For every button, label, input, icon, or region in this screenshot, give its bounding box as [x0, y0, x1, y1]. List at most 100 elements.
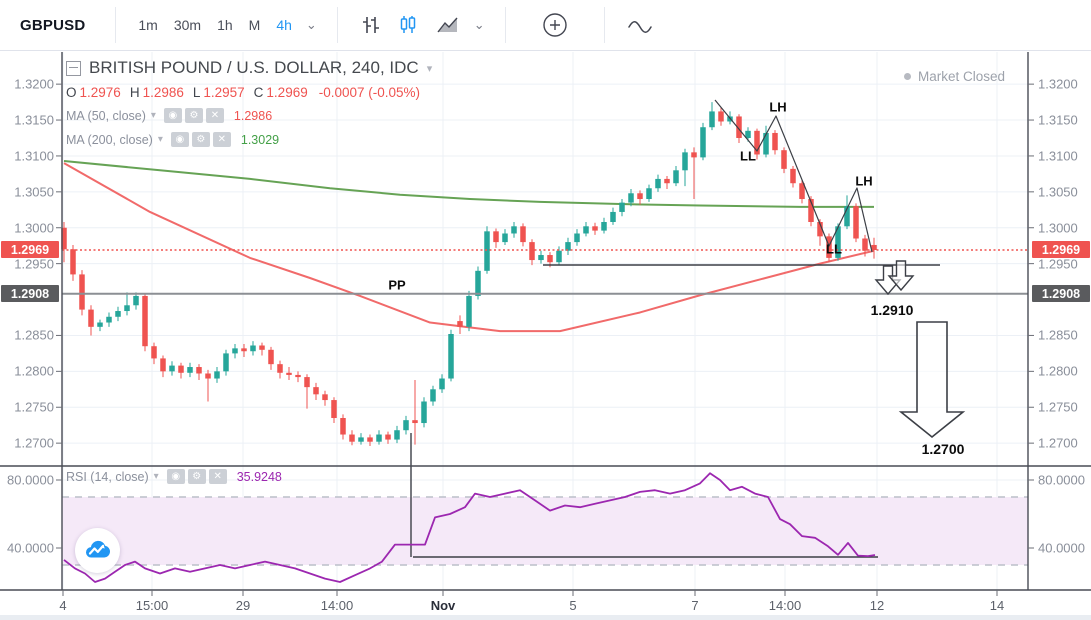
ma50-value: 1.2986	[233, 108, 273, 123]
ma200-settings-gear-icon[interactable]: ⚙	[191, 132, 210, 147]
toolbar-divider	[504, 7, 506, 43]
rsi-legend: RSI (14, close) ▾ ◉ ⚙ ✕ 35.9248	[66, 468, 282, 485]
price-tick-label-right: 1.2700	[1038, 435, 1078, 451]
time-tick-label: 14	[989, 598, 1005, 613]
symbol-name[interactable]: GBPUSD	[20, 16, 86, 34]
cloud-chart-icon	[85, 540, 110, 558]
time-tick-label: 5	[569, 598, 577, 613]
time-tick-label: 12	[869, 598, 885, 613]
market-status-text: Market Closed	[918, 69, 1006, 84]
rsi-visibility-icon[interactable]: ◉	[166, 469, 185, 484]
close-value: 1.2969	[266, 85, 308, 100]
low-value: 1.2957	[203, 85, 245, 100]
annotation-text-12910: 1.2910	[870, 302, 914, 318]
top-toolbar: GBPUSD 1m 30m 1h M 4h ⌄ ⌄	[0, 0, 1091, 51]
price-tick-label-left: 1.2700	[14, 435, 54, 451]
line-tools-icon[interactable]	[627, 16, 655, 34]
market-status-dot-icon	[904, 73, 911, 80]
time-tick-label: Nov	[430, 598, 456, 613]
price-tick-label-right: 1.3100	[1038, 148, 1078, 164]
rsi-value: 35.9248	[236, 469, 282, 484]
price-tick-label-right: 1.2950	[1038, 256, 1078, 272]
title-chevron-down-icon[interactable]: ▾	[426, 62, 433, 75]
time-tick-label: 4	[59, 598, 67, 613]
ma200-remove-icon[interactable]: ✕	[212, 132, 231, 147]
last-price-tag-left: 1.2969	[1, 241, 59, 258]
level-price-tag-right: 1.2908	[1032, 285, 1090, 302]
interval-4h[interactable]: 4h	[276, 17, 292, 33]
interval-M[interactable]: M	[248, 17, 261, 33]
price-tick-label-right: 1.2750	[1038, 399, 1078, 415]
chart-type-chevron-down-icon[interactable]: ⌄	[473, 17, 485, 32]
ma50-name: MA (50, close)	[66, 108, 146, 123]
price-tick-label-right: 1.2800	[1038, 363, 1078, 379]
level-price-tag-left: 1.2908	[1, 285, 59, 302]
rsi-remove-icon[interactable]: ✕	[208, 469, 227, 484]
price-tick-label-left: 1.3050	[14, 184, 54, 200]
chart-title: BRITISH POUND / U.S. DOLLAR, 240, IDC	[89, 58, 419, 77]
rsi-tick-label-left: 40.0000	[7, 540, 54, 556]
annotation-text-pp: PP	[388, 277, 406, 293]
annotation-text-lh: LH	[855, 173, 873, 189]
price-tick-label-left: 1.3000	[14, 220, 54, 236]
open-value: 1.2976	[79, 85, 121, 100]
time-tick-label: 29	[235, 598, 251, 613]
ma50-settings-gear-icon[interactable]: ⚙	[184, 108, 203, 123]
toolbar-divider	[336, 7, 338, 43]
high-value: 1.2986	[142, 85, 184, 100]
price-tick-label-left: 1.3100	[14, 148, 54, 164]
market-status: Market Closed	[904, 69, 1005, 84]
price-tick-label-left: 1.2750	[14, 399, 54, 415]
bars-chart-icon[interactable]	[360, 14, 382, 36]
ma200-chevron-down-icon[interactable]: ▾	[157, 134, 163, 145]
legend-collapse-icon[interactable]	[66, 60, 81, 76]
price-tick-label-right: 1.3150	[1038, 112, 1078, 128]
rsi-settings-gear-icon[interactable]: ⚙	[187, 469, 206, 484]
annotation-text-12700: 1.2700	[921, 441, 965, 457]
ma200-legend-row: MA (200, close) ▾ ◉ ⚙ ✕ 1.3029	[66, 131, 432, 148]
ma50-legend-row: MA (50, close) ▾ ◉ ⚙ ✕ 1.2986	[66, 107, 432, 124]
ma200-visibility-icon[interactable]: ◉	[170, 132, 189, 147]
rsi-chevron-down-icon[interactable]: ▾	[153, 471, 159, 482]
price-tick-label-left: 1.2800	[14, 363, 54, 379]
candles-chart-icon[interactable]	[398, 14, 420, 36]
rsi-tick-label-right: 40.0000	[1038, 540, 1085, 556]
ma50-chevron-down-icon[interactable]: ▾	[150, 110, 156, 121]
price-tick-label-right: 1.3050	[1038, 184, 1078, 200]
close-label: C	[253, 85, 264, 100]
toolbar-divider	[115, 7, 117, 43]
annotation-text-ll: LL	[826, 241, 842, 257]
bottom-scroll-strip	[0, 615, 1091, 620]
last-price-tag-right: 1.2969	[1032, 241, 1090, 258]
interval-1h[interactable]: 1h	[217, 17, 233, 33]
price-tick-label-left: 1.3150	[14, 112, 54, 128]
price-tick-label-right: 1.2850	[1038, 327, 1078, 343]
price-tick-label-right: 1.3200	[1038, 76, 1078, 92]
annotation-text-lh: LH	[769, 99, 787, 115]
time-tick-label: 14:00	[768, 598, 802, 613]
ma200-name: MA (200, close)	[66, 132, 153, 147]
interval-30m[interactable]: 30m	[173, 17, 202, 33]
interval-chevron-down-icon[interactable]: ⌄	[305, 17, 317, 32]
time-tick-label: 7	[691, 598, 699, 613]
low-label: L	[192, 85, 201, 100]
tradingview-logo[interactable]	[75, 528, 120, 573]
open-label: O	[66, 85, 77, 100]
rsi-tick-label-left: 80.0000	[7, 472, 54, 488]
time-tick-label: 14:00	[320, 598, 354, 613]
toolbar-divider	[603, 7, 605, 43]
rsi-name: RSI (14, close)	[66, 469, 149, 484]
area-chart-icon[interactable]	[436, 14, 460, 36]
interval-1m[interactable]: 1m	[138, 17, 158, 33]
compare-add-icon[interactable]	[542, 12, 568, 38]
time-tick-label: 15:00	[135, 598, 169, 613]
high-label: H	[129, 85, 140, 100]
ma50-remove-icon[interactable]: ✕	[205, 108, 224, 123]
price-tick-label-left: 1.2850	[14, 327, 54, 343]
annotation-text-ll: LL	[740, 148, 756, 164]
price-tick-label-left: 1.2950	[14, 256, 54, 272]
change-value: -0.0007 (-0.05%)	[318, 85, 421, 100]
ma50-visibility-icon[interactable]: ◉	[163, 108, 182, 123]
price-tick-label-right: 1.3000	[1038, 220, 1078, 236]
